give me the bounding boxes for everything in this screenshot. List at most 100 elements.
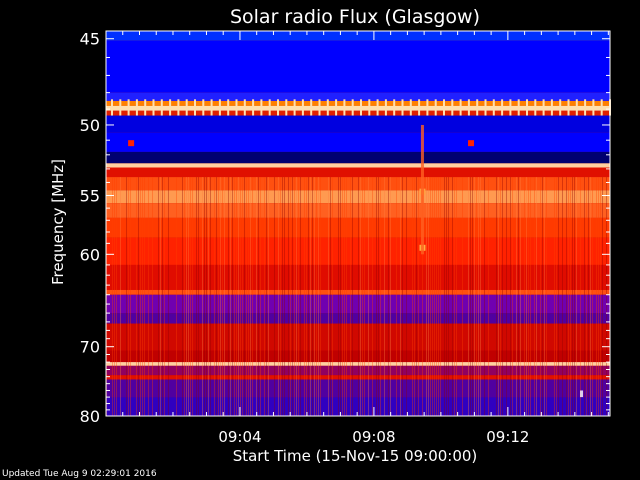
streak bbox=[218, 177, 219, 416]
x-tick-label: 09:12 bbox=[486, 428, 529, 446]
streak bbox=[162, 177, 163, 416]
streak bbox=[182, 177, 183, 416]
marker bbox=[343, 99, 346, 116]
streak bbox=[500, 177, 501, 416]
streak bbox=[364, 177, 365, 416]
marker bbox=[202, 99, 205, 116]
y-tick-label: 45 bbox=[80, 30, 100, 49]
marker bbox=[335, 99, 338, 116]
marker bbox=[111, 99, 113, 116]
streak bbox=[454, 177, 455, 416]
streak bbox=[360, 177, 361, 416]
marker bbox=[285, 99, 288, 116]
marker bbox=[127, 99, 130, 116]
streak bbox=[164, 177, 165, 416]
marker bbox=[368, 99, 371, 116]
marker bbox=[194, 99, 196, 116]
streak bbox=[536, 177, 537, 416]
y-tick-label: 50 bbox=[80, 116, 100, 135]
streak bbox=[488, 177, 489, 416]
y-tick-label: 60 bbox=[80, 245, 100, 264]
streak bbox=[372, 177, 373, 416]
streak bbox=[570, 177, 571, 416]
streak bbox=[130, 177, 131, 416]
x-tick-label: 09:08 bbox=[352, 428, 395, 446]
streak bbox=[244, 177, 245, 416]
streak bbox=[590, 177, 591, 416]
streak bbox=[400, 177, 401, 416]
streak bbox=[250, 177, 251, 416]
marker bbox=[584, 99, 587, 116]
streak bbox=[576, 177, 577, 416]
streak bbox=[436, 177, 437, 416]
streak bbox=[406, 177, 407, 416]
streak bbox=[304, 177, 305, 416]
freq-band-4 bbox=[106, 105, 610, 111]
freq-band-10 bbox=[106, 167, 610, 178]
streak bbox=[160, 177, 161, 416]
streak bbox=[136, 177, 137, 416]
streak bbox=[258, 177, 259, 416]
streak bbox=[214, 177, 215, 416]
marker bbox=[559, 99, 562, 116]
streak bbox=[510, 177, 511, 416]
marker bbox=[526, 99, 528, 116]
streak bbox=[314, 177, 315, 416]
streak bbox=[264, 177, 265, 416]
streak bbox=[280, 177, 281, 416]
streak bbox=[448, 177, 449, 416]
marker bbox=[318, 99, 321, 116]
streak bbox=[120, 177, 121, 416]
marker bbox=[517, 99, 520, 116]
streak bbox=[256, 177, 257, 416]
streak bbox=[316, 177, 317, 416]
streak bbox=[524, 177, 525, 416]
streak bbox=[248, 177, 249, 416]
streak bbox=[284, 177, 285, 416]
streak bbox=[186, 177, 187, 416]
streak bbox=[376, 177, 377, 416]
streak bbox=[306, 177, 307, 416]
freq-band-16 bbox=[106, 264, 610, 290]
freq-band-25 bbox=[106, 379, 610, 398]
periodic-markers bbox=[111, 99, 611, 116]
marker bbox=[185, 99, 188, 116]
marker bbox=[476, 99, 479, 116]
marker bbox=[326, 99, 329, 116]
marker bbox=[393, 99, 396, 116]
burst-spot-0 bbox=[128, 140, 135, 147]
streak bbox=[446, 177, 447, 416]
streak bbox=[206, 177, 207, 416]
streak bbox=[572, 177, 573, 416]
streak bbox=[506, 177, 507, 416]
streak bbox=[158, 177, 159, 416]
streak bbox=[288, 177, 289, 416]
streak bbox=[422, 177, 423, 416]
streak bbox=[544, 177, 545, 416]
streak bbox=[202, 177, 203, 416]
streak bbox=[222, 177, 223, 416]
streak bbox=[432, 177, 433, 416]
y-tick-label: 70 bbox=[80, 338, 100, 357]
streak bbox=[240, 177, 241, 416]
streak bbox=[216, 177, 217, 416]
streak bbox=[530, 177, 531, 416]
streak bbox=[252, 177, 253, 416]
streak bbox=[274, 177, 275, 416]
streak bbox=[606, 177, 607, 416]
streak bbox=[484, 177, 485, 416]
freq-band-6 bbox=[106, 115, 610, 133]
streak bbox=[430, 177, 431, 416]
streak bbox=[516, 177, 517, 416]
marker bbox=[293, 99, 296, 116]
chart-title: Solar radio Flux (Glasgow) bbox=[230, 6, 480, 28]
streak bbox=[224, 177, 225, 416]
streak bbox=[266, 177, 267, 416]
streak bbox=[426, 177, 427, 416]
streak bbox=[580, 177, 581, 416]
update-timestamp: Updated Tue Aug 9 02:29:01 2016 bbox=[2, 469, 157, 479]
marker bbox=[351, 99, 354, 116]
streak bbox=[330, 177, 331, 416]
freq-band-26 bbox=[106, 397, 610, 416]
freq-band-24 bbox=[106, 375, 610, 380]
